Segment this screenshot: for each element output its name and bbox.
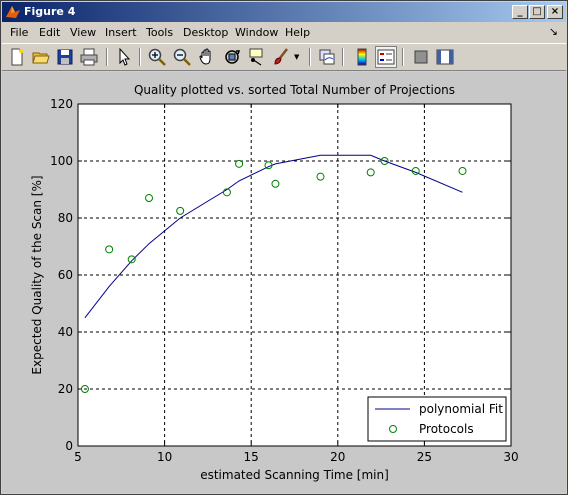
dock-arrow-icon[interactable]: ↘: [548, 25, 558, 38]
menu-edit[interactable]: Edit: [39, 26, 61, 39]
protocol-marker: [80, 385, 89, 393]
figure-toolbar: ▼: [2, 43, 566, 71]
protocol-marker: [264, 161, 273, 170]
save-icon[interactable]: [55, 47, 75, 67]
toolbar-separator: [342, 48, 344, 66]
menu-bar: File Edit View Insert Tools Desktop Wind…: [2, 23, 566, 42]
menu-tools[interactable]: Tools: [146, 26, 174, 39]
protocol-marker: [176, 206, 185, 215]
title-bar[interactable]: Figure 4 _ □ ×: [2, 2, 566, 22]
close-button[interactable]: ×: [547, 5, 563, 19]
data-cursor-icon[interactable]: [247, 47, 267, 67]
protocol-marker: [105, 245, 114, 254]
colorbar-icon[interactable]: [352, 47, 372, 67]
menu-file[interactable]: File: [10, 26, 29, 39]
matlab-icon: [6, 6, 20, 18]
print-icon[interactable]: [79, 47, 99, 67]
protocol-marker: [145, 194, 154, 203]
protocol-marker: [235, 159, 244, 168]
toolbar-separator: [402, 48, 404, 66]
maximize-button[interactable]: □: [529, 5, 545, 19]
y-tick-label: 60: [58, 268, 73, 282]
legend-protocols-label: Protocols: [419, 422, 474, 436]
minimize-button[interactable]: _: [512, 5, 528, 19]
x-tick-label: 20: [330, 450, 345, 464]
show-plot-tools-icon[interactable]: [435, 47, 455, 67]
protocol-marker: [411, 166, 420, 175]
pan-icon[interactable]: [197, 47, 217, 67]
y-tick-label: 0: [65, 439, 73, 453]
menu-help[interactable]: Help: [285, 26, 311, 39]
brush-icon[interactable]: [271, 47, 291, 67]
legend-fit-label: polynomial Fit: [419, 402, 503, 416]
x-tick-label: 5: [74, 450, 82, 464]
y-axis-label: Expected Quality of the Scan [%]: [30, 175, 44, 374]
y-tick-label: 40: [58, 325, 73, 339]
open-file-icon[interactable]: [31, 47, 51, 67]
menu-window[interactable]: Window: [235, 26, 279, 39]
protocol-marker: [458, 166, 467, 175]
x-tick-label: 25: [417, 450, 432, 464]
plot-svg: 5 10 15 20 25 30 0 20 40 60 80 100 120 Quality plotte…: [30, 83, 519, 482]
menu-view[interactable]: View: [70, 26, 97, 39]
legend-protocols-swatch: [389, 425, 397, 433]
x-tick-label: 30: [503, 450, 518, 464]
link-plot-icon[interactable]: [317, 47, 337, 67]
legend-icon[interactable]: [375, 46, 397, 68]
toolbar-separator: [106, 48, 108, 66]
pointer-icon[interactable]: [114, 47, 134, 67]
y-tick-label: 20: [58, 382, 73, 396]
chart-title: Quality plotted vs. sorted Total Number …: [134, 83, 455, 97]
brush-dropdown-icon[interactable]: ▼: [294, 53, 300, 61]
new-figure-icon[interactable]: [7, 47, 27, 67]
x-axis-label: estimated Scanning Time [min]: [200, 468, 389, 482]
figure-canvas: 5 10 15 20 25 30 0 20 40 60 80 100 120 Quality plotte…: [2, 72, 566, 493]
hide-plot-tools-icon[interactable]: [411, 47, 431, 67]
y-tick-label: 100: [50, 154, 73, 168]
zoom-in-icon[interactable]: [147, 47, 167, 67]
protocol-marker: [271, 179, 280, 188]
window-title: Figure 4: [24, 5, 76, 18]
toolbar-separator: [139, 48, 141, 66]
menu-desktop[interactable]: Desktop: [183, 26, 229, 39]
x-tick-label: 15: [244, 450, 259, 464]
y-tick-label: 120: [50, 97, 73, 111]
protocol-marker: [316, 172, 325, 181]
protocol-marker: [366, 168, 375, 177]
y-tick-label: 80: [58, 211, 73, 225]
protocol-marker: [380, 157, 389, 165]
legend-box: [367, 396, 507, 442]
rotate-3d-icon[interactable]: [222, 47, 242, 67]
x-tick-label: 10: [157, 450, 172, 464]
menu-insert[interactable]: Insert: [105, 26, 137, 39]
protocol-marker: [127, 255, 136, 264]
protocol-marker: [222, 188, 231, 197]
zoom-out-icon[interactable]: [172, 47, 192, 67]
toolbar-separator: [309, 48, 311, 66]
